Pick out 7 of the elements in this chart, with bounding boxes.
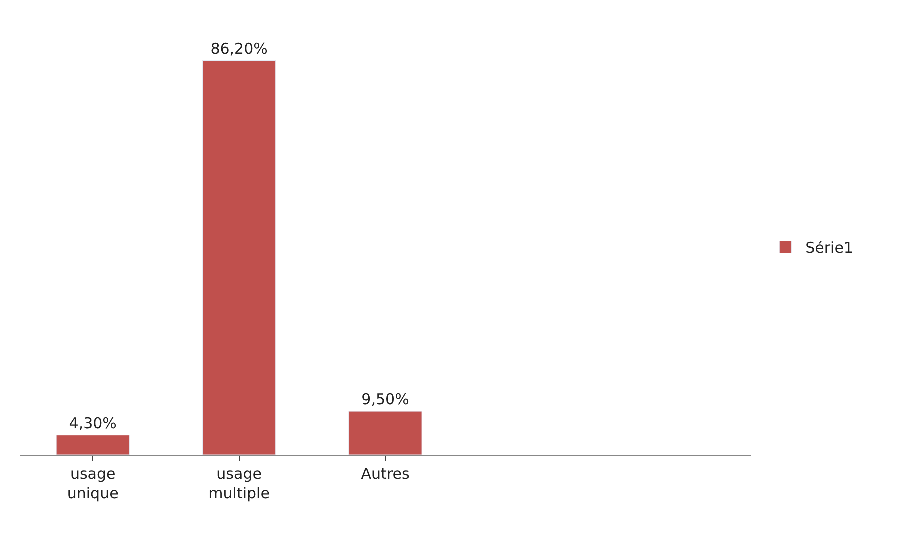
data-label: 9,50% [362,390,410,409]
data-label: 86,20% [210,40,268,58]
x-tick-label: usage unique [67,465,119,502]
x-tick-label: usage multiple [208,465,270,502]
x-tick-label: Autres [361,465,410,483]
legend-label: Série1 [806,239,854,258]
data-label: 4,30% [69,414,117,432]
